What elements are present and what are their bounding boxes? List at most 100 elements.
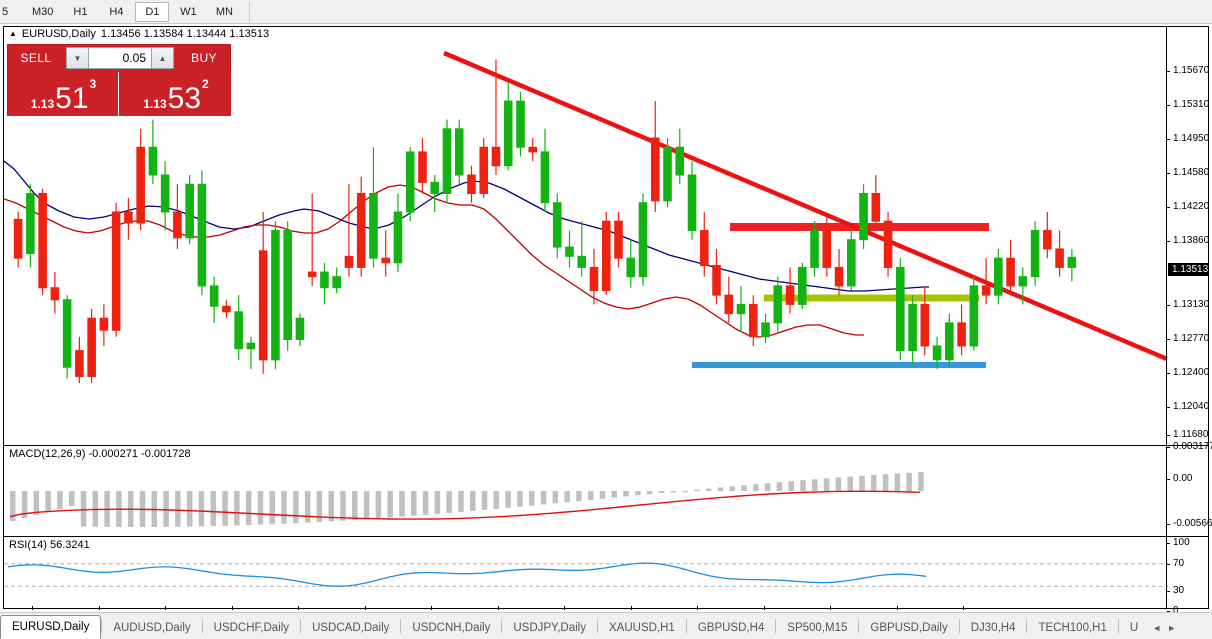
- lot-size-stepper[interactable]: ▼ 0.05 ▲: [66, 47, 174, 69]
- symbol-tab-xauusd-h1[interactable]: XAUUSD,H1: [609, 622, 675, 634]
- macd-histogram-bar: [352, 491, 358, 520]
- macd-histogram-bar: [68, 491, 75, 506]
- candle-body: [393, 211, 403, 264]
- candle-body: [614, 220, 623, 259]
- symbol-tab-dj30-h4[interactable]: DJ30,H4: [970, 622, 1016, 634]
- macd-pane[interactable]: MACD(12,26,9) -0.000271 -0.001728: [4, 445, 1168, 535]
- date-tick: [830, 606, 831, 610]
- sell-price-prefix: 1.13: [30, 97, 55, 111]
- price-pane[interactable]: [4, 41, 1168, 443]
- timeframe-button-m15[interactable]: 5: [1, 5, 9, 18]
- buy-price-main: 53: [167, 82, 202, 116]
- candle-body: [50, 287, 60, 301]
- tab-scroll-right-icon[interactable]: ►: [1167, 623, 1177, 633]
- one-click-trading-panel[interactable]: SELL ▼ 0.05 ▲ BUY 1.13 51 3 1.13 53 2: [7, 44, 231, 116]
- timeframe-button-w1[interactable]: W1: [180, 5, 197, 18]
- symbol-tab-tech100-h1[interactable]: TECH100,H1: [1038, 622, 1107, 634]
- macd-histogram-bar: [587, 491, 594, 500]
- scale-tick: 1.12040: [1167, 401, 1209, 413]
- macd-histogram-bar: [517, 491, 523, 507]
- symbol-tab-sp500-m15[interactable]: SP500,M15: [787, 622, 848, 634]
- macd-histogram-bar: [175, 491, 181, 527]
- symbol-tab-audusd-daily[interactable]: AUDUSD,Daily: [113, 622, 191, 634]
- candle-body: [589, 266, 599, 292]
- tab-separator: [858, 619, 860, 633]
- symbol-tab-usdcad-daily[interactable]: USDCAD,Daily: [312, 622, 390, 634]
- macd-histogram-bar: [281, 491, 287, 524]
- candle-body: [626, 257, 636, 278]
- candle-body: [344, 255, 354, 268]
- macd-histogram-bar: [375, 491, 382, 519]
- candle-body: [1006, 257, 1015, 287]
- candle-body: [87, 317, 96, 377]
- macd-histogram-bar: [764, 483, 771, 491]
- candle-body: [810, 229, 819, 268]
- macd-histogram-bar: [411, 491, 417, 516]
- lot-decrease-icon[interactable]: ▼: [67, 48, 89, 68]
- tab-separator: [597, 619, 598, 633]
- buy-button[interactable]: BUY: [191, 51, 217, 65]
- tab-scroll-left-icon[interactable]: ◄: [1152, 623, 1162, 633]
- candle-body: [748, 303, 758, 338]
- timeframe-button-mn[interactable]: MN: [215, 5, 233, 18]
- macd-scale-tick: 0.00: [1167, 473, 1209, 485]
- symbol-tabbar: EURUSD,Daily AUDUSD,Daily USDCHF,Daily USDC…: [0, 612, 1212, 639]
- collapse-icon[interactable]: ▲: [9, 29, 17, 38]
- symbol-tab-gbpusd-daily[interactable]: GBPUSD,Daily: [870, 622, 948, 634]
- macd-histogram-bar: [363, 491, 370, 520]
- lot-increase-icon[interactable]: ▲: [151, 48, 173, 68]
- candle-body: [295, 317, 305, 340]
- macd-histogram-bar: [198, 491, 205, 527]
- candlestick-series: [13, 59, 1077, 383]
- candle-body: [99, 317, 109, 331]
- macd-histogram-bar: [882, 474, 889, 491]
- rsi-scale-tick: 100: [1167, 537, 1209, 549]
- timeframe-button-m30[interactable]: M30: [32, 5, 54, 18]
- timeframe-button-d1[interactable]: D1: [135, 1, 170, 22]
- candle-body: [283, 229, 292, 340]
- timeframe-button-h1[interactable]: H1: [73, 5, 88, 18]
- rsi-line: [7, 562, 927, 587]
- lot-size-value[interactable]: 0.05: [122, 51, 146, 65]
- macd-histogram-bar: [599, 491, 606, 499]
- candle-body: [932, 345, 942, 361]
- sell-button[interactable]: SELL: [20, 51, 52, 65]
- date-tick: [564, 606, 565, 610]
- symbol-tab-u[interactable]: U: [1129, 622, 1139, 634]
- ma-fast-line: [4, 184, 864, 338]
- tab-separator: [685, 619, 687, 633]
- buy-price-display[interactable]: 1.13 53 2: [121, 72, 231, 116]
- symbol-tab-usdjpy-daily[interactable]: USDJPY,Daily: [513, 622, 586, 634]
- macd-histogram-bar: [328, 491, 334, 522]
- symbol-tab-usdchf-daily[interactable]: USDCHF,Daily: [213, 622, 290, 634]
- rsi-pane[interactable]: RSI(14) 56.3241: [4, 536, 1168, 609]
- macd-histogram-bar: [458, 491, 464, 512]
- scale-tick: 1.15670: [1167, 65, 1209, 77]
- macd-histogram-bar: [918, 472, 924, 491]
- symbol-tab-eurusd-daily[interactable]: EURUSD,Daily: [0, 615, 102, 639]
- macd-histogram-bar: [717, 487, 724, 491]
- candle-body: [185, 183, 194, 239]
- symbol-tab-gbpusd-h4[interactable]: GBPUSD,H4: [697, 622, 765, 634]
- scale-tick: 1.13860: [1167, 235, 1209, 247]
- macd-histogram-bar: [658, 491, 665, 494]
- symbol-tab-usdcnh-daily[interactable]: USDCNH,Daily: [412, 622, 491, 634]
- timeframe-button-h4[interactable]: H4: [109, 5, 124, 18]
- macd-histogram-bar: [446, 491, 452, 513]
- candle-body: [687, 174, 697, 231]
- candle-body: [418, 151, 427, 183]
- price-scale-axis[interactable]: 1.15670 1.15310 1.14950 1.14580 1.14220 …: [1166, 27, 1212, 616]
- macd-histogram-bar: [564, 491, 570, 503]
- candle-body: [871, 192, 881, 222]
- macd-histogram-bar: [847, 476, 853, 491]
- date-tick: [364, 606, 366, 610]
- macd-histogram-bar: [576, 491, 582, 502]
- sell-price-display[interactable]: 1.13 51 3: [9, 72, 119, 116]
- candle-body: [320, 271, 329, 289]
- date-tick: [32, 606, 33, 610]
- candle-body: [62, 299, 72, 368]
- candle-body: [173, 211, 182, 239]
- candle-body: [246, 342, 256, 350]
- candle-body: [442, 128, 452, 194]
- macd-histogram-bar: [505, 491, 511, 508]
